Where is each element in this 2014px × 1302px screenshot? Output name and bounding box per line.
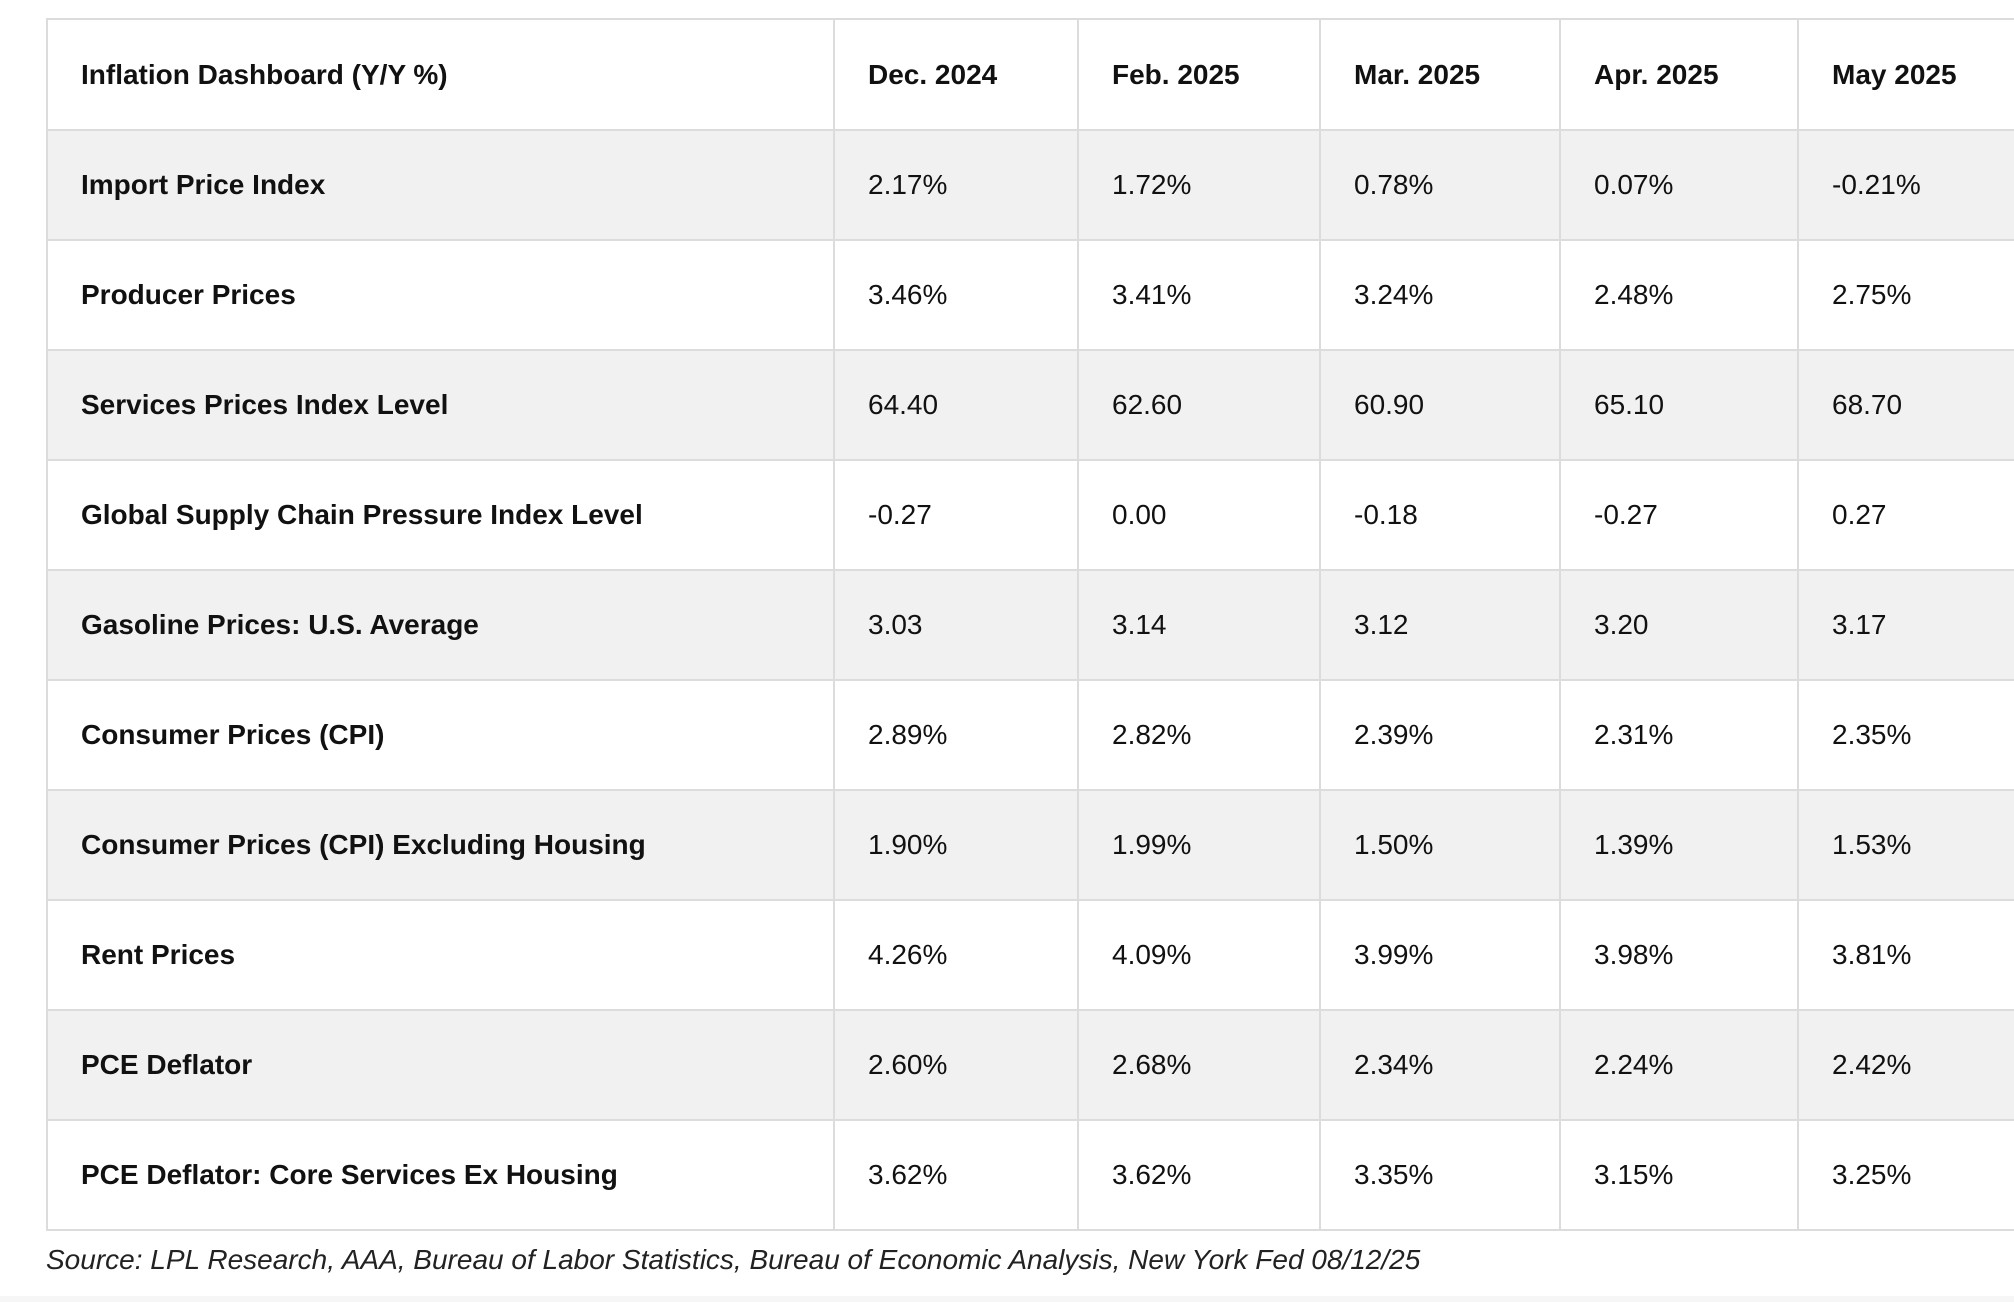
row-label: PCE Deflator: Core Services Ex Housing: [48, 1120, 835, 1231]
table-row: Consumer Prices (CPI) 2.89% 2.82% 2.39% …: [48, 680, 2014, 791]
table-cell: 64.40: [834, 350, 1079, 461]
table-cell: 2.39%: [1320, 680, 1561, 791]
table-cell: 3.15%: [1560, 1120, 1799, 1231]
table-cell: 3.46%: [834, 240, 1079, 351]
table-cell: 1.90%: [834, 790, 1079, 901]
table-row: PCE Deflator 2.60% 2.68% 2.34% 2.24% 2.4…: [48, 1010, 2014, 1121]
table-cell: 4.26%: [834, 900, 1079, 1011]
table-cell: 0.78%: [1320, 130, 1561, 241]
row-label: Consumer Prices (CPI) Excluding Housing: [48, 790, 835, 901]
table-cell: 62.60: [1078, 350, 1321, 461]
table-cell: 3.98%: [1560, 900, 1799, 1011]
table-row: PCE Deflator: Core Services Ex Housing 3…: [48, 1120, 2014, 1231]
table-row: Global Supply Chain Pressure Index Level…: [48, 460, 2014, 571]
table-cell: 2.48%: [1560, 240, 1799, 351]
table-row: Import Price Index 2.17% 1.72% 0.78% 0.0…: [48, 130, 2014, 241]
table-cell: -0.27: [834, 460, 1079, 571]
table-row: Producer Prices 3.46% 3.41% 3.24% 2.48% …: [48, 240, 2014, 351]
row-label: Consumer Prices (CPI): [48, 680, 835, 791]
table-cell: 3.99%: [1320, 900, 1561, 1011]
table-cell: 3.41%: [1078, 240, 1321, 351]
table-cell: 3.35%: [1320, 1120, 1561, 1231]
table-title: Inflation Dashboard (Y/Y %): [48, 20, 835, 131]
column-header: Apr. 2025: [1560, 20, 1799, 131]
table-cell: 65.10: [1560, 350, 1799, 461]
table-row: Rent Prices 4.26% 4.09% 3.99% 3.98% 3.81…: [48, 900, 2014, 1011]
table-cell: 1.50%: [1320, 790, 1561, 901]
row-label: Gasoline Prices: U.S. Average: [48, 570, 835, 681]
table-cell: 2.89%: [834, 680, 1079, 791]
table-header-row: Inflation Dashboard (Y/Y %) Dec. 2024 Fe…: [48, 20, 2014, 131]
table-cell: 2.17%: [834, 130, 1079, 241]
table-cell: 1.99%: [1078, 790, 1321, 901]
table-cell: 0.07%: [1560, 130, 1799, 241]
table-cell: 0.00: [1078, 460, 1321, 571]
table-cell: 3.81%: [1798, 900, 2014, 1011]
table-cell: 2.35%: [1798, 680, 2014, 791]
table-cell: -0.27: [1560, 460, 1799, 571]
row-label: Services Prices Index Level: [48, 350, 835, 461]
table-cell: 2.34%: [1320, 1010, 1561, 1121]
table-cell: 3.62%: [1078, 1120, 1321, 1231]
table-cell: 2.24%: [1560, 1010, 1799, 1121]
table-row: Services Prices Index Level 64.40 62.60 …: [48, 350, 2014, 461]
source-note: Source: LPL Research, AAA, Bureau of Lab…: [46, 1244, 1421, 1275]
table-cell: 2.42%: [1798, 1010, 2014, 1121]
table-cell: 3.24%: [1320, 240, 1561, 351]
table-cell: 60.90: [1320, 350, 1561, 461]
inflation-table-container: Inflation Dashboard (Y/Y %) Dec. 2024 Fe…: [46, 18, 2014, 1231]
column-header: Dec. 2024: [834, 20, 1079, 131]
row-label: Rent Prices: [48, 900, 835, 1011]
table-cell: 2.68%: [1078, 1010, 1321, 1121]
table-cell: 2.60%: [834, 1010, 1079, 1121]
table-row: Gasoline Prices: U.S. Average 3.03 3.14 …: [48, 570, 2014, 681]
table-cell: 1.53%: [1798, 790, 2014, 901]
bottom-divider: [0, 1296, 2014, 1302]
column-header: Feb. 2025: [1078, 20, 1321, 131]
row-label: Import Price Index: [48, 130, 835, 241]
table-cell: 1.72%: [1078, 130, 1321, 241]
table-cell: 3.03: [834, 570, 1079, 681]
table-cell: 3.12: [1320, 570, 1561, 681]
table-cell: 3.17: [1798, 570, 2014, 681]
table-cell: 0.27: [1798, 460, 2014, 571]
row-label: Global Supply Chain Pressure Index Level: [48, 460, 835, 571]
table-cell: 3.14: [1078, 570, 1321, 681]
table-cell: 2.31%: [1560, 680, 1799, 791]
table-cell: 2.82%: [1078, 680, 1321, 791]
table-cell: -0.21%: [1798, 130, 2014, 241]
table-cell: 68.70: [1798, 350, 2014, 461]
row-label: PCE Deflator: [48, 1010, 835, 1121]
inflation-dashboard-table: Inflation Dashboard (Y/Y %) Dec. 2024 Fe…: [48, 20, 2014, 1231]
table-cell: -0.18: [1320, 460, 1561, 571]
row-label: Producer Prices: [48, 240, 835, 351]
table-cell: 1.39%: [1560, 790, 1799, 901]
table-cell: 3.20: [1560, 570, 1799, 681]
table-cell: 3.25%: [1798, 1120, 2014, 1231]
table-cell: 2.75%: [1798, 240, 2014, 351]
table-cell: 4.09%: [1078, 900, 1321, 1011]
column-header: May 2025: [1798, 20, 2014, 131]
table-cell: 3.62%: [834, 1120, 1079, 1231]
column-header: Mar. 2025: [1320, 20, 1561, 131]
table-row: Consumer Prices (CPI) Excluding Housing …: [48, 790, 2014, 901]
